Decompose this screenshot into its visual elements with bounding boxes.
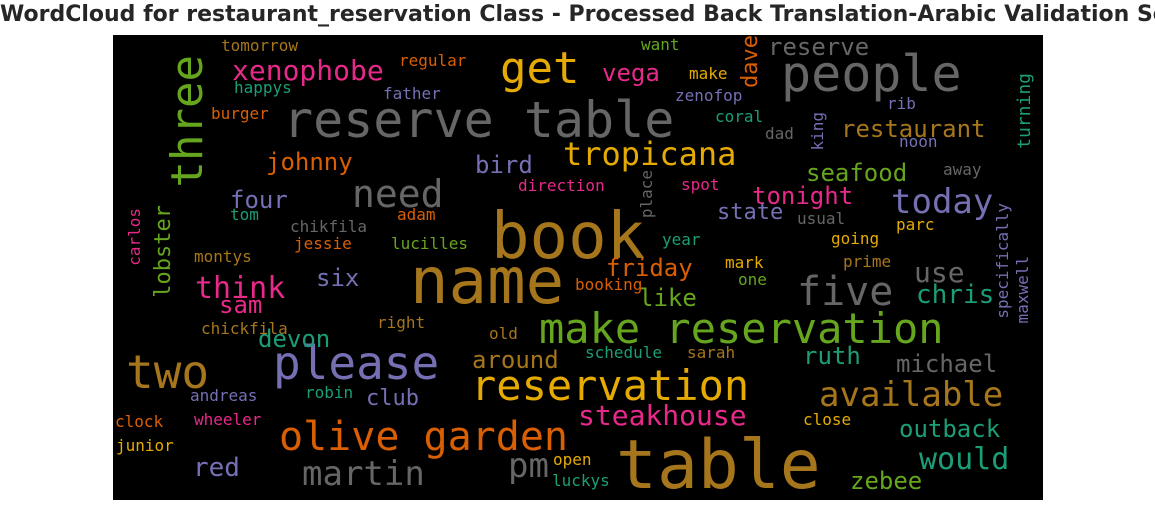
wordcloud-word: old [489, 324, 518, 343]
wordcloud-word: wheeler [194, 410, 262, 429]
wordcloud-word: chickfila [201, 319, 288, 338]
wordcloud-word: coral [715, 107, 764, 126]
wordcloud-word: friday [606, 254, 693, 282]
wordcloud-word: sarah [687, 343, 736, 362]
wordcloud-word: luckys [552, 471, 610, 490]
wordcloud-word: think [195, 271, 286, 306]
wordcloud-word: need [352, 172, 444, 216]
wordcloud-word: dave [738, 35, 763, 88]
wordcloud-word: going [831, 229, 880, 248]
wordcloud-word: want [641, 35, 680, 54]
wordcloud-word: reserve [768, 35, 870, 61]
wordcloud-word: xenophobe [232, 54, 384, 87]
wordcloud-word: today [891, 182, 994, 222]
wordcloud-word: three [162, 55, 213, 188]
page-title: WordCloud for restaurant_reservation Cla… [0, 2, 1155, 27]
wordcloud-word: robin [305, 383, 354, 402]
wordcloud-word: tonight [752, 182, 854, 210]
wordcloud-word: prime [843, 252, 892, 271]
wordcloud-word: people [781, 45, 962, 103]
wordcloud-word: martin [302, 454, 425, 494]
wordcloud-word: dad [765, 124, 794, 143]
wordcloud-word: open [553, 450, 592, 469]
wordcloud-word: spot [681, 175, 720, 194]
wordcloud-word: happys [234, 78, 292, 97]
wordcloud-word: noon [899, 132, 938, 151]
wordcloud-word: five [797, 269, 894, 315]
wordcloud-word: chris [916, 280, 995, 310]
wordcloud-word: turning [1014, 73, 1035, 149]
wordcloud-word: state [717, 200, 784, 225]
wordcloud-word: two [126, 345, 210, 399]
wordcloud-word: please [273, 336, 440, 390]
wordcloud-word: specifically [993, 203, 1012, 319]
wordcloud-word: montys [194, 247, 252, 266]
wordcloud-word: get [500, 43, 580, 94]
wordcloud-word: club [366, 386, 419, 411]
wordcloud-word: usual [797, 209, 846, 228]
wordcloud-word: one [738, 270, 767, 289]
wordcloud-word: around [472, 346, 559, 374]
wordcloud-word: andreas [190, 386, 258, 405]
wordcloud-word: vega [602, 59, 660, 87]
wordcloud-word: carlos [125, 208, 144, 266]
wordcloud-canvas: table name book reserve table make reservati… [113, 35, 1043, 500]
wordcloud-word: bird [475, 151, 533, 179]
wordcloud-word: right [377, 313, 426, 332]
wordcloud-word: king [808, 112, 827, 151]
wordcloud-word: make [689, 64, 728, 83]
wordcloud-word: six [316, 264, 360, 292]
wordcloud-word: sam [219, 291, 263, 319]
wordcloud-word: chikfila [290, 217, 368, 236]
wordcloud-word: johnny [266, 148, 353, 176]
wordcloud-word: year [662, 230, 701, 249]
wordcloud-word: close [803, 410, 852, 429]
wordcloud-word: michael [896, 350, 998, 378]
wordcloud-word: table [616, 426, 821, 500]
wordcloud-word: burger [211, 104, 269, 123]
wordcloud-word: schedule [585, 343, 663, 362]
wordcloud-word: zenofop [675, 86, 743, 105]
wordcloud-word: direction [518, 176, 605, 195]
wordcloud-word: use [914, 256, 965, 289]
wordcloud-word: book [491, 200, 646, 274]
wordcloud-word: lobster [151, 205, 176, 298]
wordcloud-word: available [819, 375, 1004, 415]
wordcloud-word: devon [258, 325, 331, 353]
wordcloud-word: like [639, 284, 697, 312]
wordcloud-word: would [919, 442, 1010, 477]
wordcloud-word: make reservation [539, 304, 944, 353]
wordcloud-word: tom [230, 205, 259, 224]
wordcloud-word: olive garden [279, 414, 568, 460]
wordcloud-word: tomorrow [221, 36, 299, 55]
wordcloud-word: clock [115, 412, 164, 431]
wordcloud-word: regular [399, 51, 467, 70]
wordcloud-word: reserve table [283, 91, 675, 149]
wordcloud-word: jessie [294, 234, 352, 253]
wordcloud-word: away [943, 160, 982, 179]
wordcloud-word: name [410, 245, 565, 319]
wordcloud-word: outback [899, 415, 1001, 443]
wordcloud-word: parc [896, 215, 935, 234]
wordcloud-word: seafood [806, 159, 908, 187]
wordcloud-word: mark [725, 253, 764, 272]
wordcloud-word: lucilles [391, 234, 469, 253]
wordcloud-word: reservation [471, 361, 750, 410]
wordcloud-word: pm [508, 446, 549, 486]
wordcloud-word: adam [397, 205, 436, 224]
wordcloud-word: junior [116, 436, 174, 455]
wordcloud-word: zebee [850, 467, 923, 495]
wordcloud-word: four [230, 186, 288, 214]
wordcloud-word: rib [887, 94, 916, 113]
wordcloud-word: steakhouse [578, 399, 747, 432]
wordcloud-word: ruth [803, 342, 861, 370]
wordcloud-word: place [637, 170, 656, 219]
wordcloud-word: red [193, 453, 240, 483]
wordcloud-word: maxwell [1013, 256, 1032, 324]
wordcloud-word: restaurant [841, 115, 986, 143]
wordcloud-word: father [383, 84, 441, 103]
wordcloud-word: booking [575, 275, 643, 294]
wordcloud-word: tropicana [563, 135, 737, 173]
